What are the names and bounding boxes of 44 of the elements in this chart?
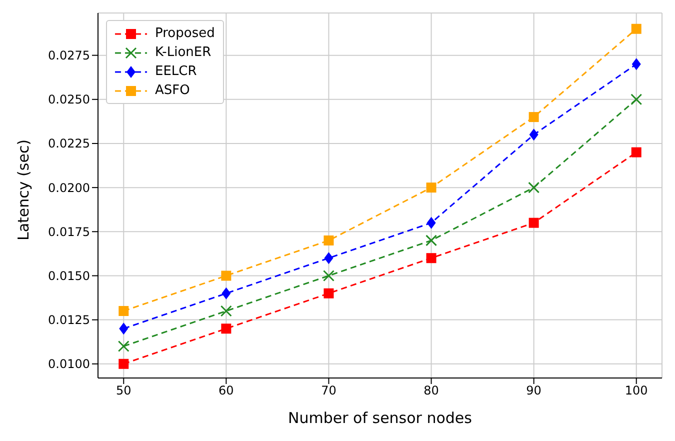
point bbox=[220, 305, 232, 317]
point bbox=[528, 182, 540, 194]
point bbox=[221, 324, 232, 334]
point bbox=[426, 182, 436, 193]
point bbox=[426, 234, 438, 246]
legend-label: K-LionER bbox=[155, 45, 212, 60]
y-tick-label: 0.0175 bbox=[48, 224, 90, 239]
point bbox=[222, 287, 231, 300]
legend-label: EELCR bbox=[155, 64, 197, 79]
point bbox=[630, 94, 642, 106]
point bbox=[528, 112, 539, 122]
point bbox=[324, 252, 334, 264]
point bbox=[118, 306, 129, 316]
point bbox=[118, 358, 129, 369]
x-tick-label: 60 bbox=[218, 384, 234, 398]
point bbox=[426, 253, 436, 264]
y-tick-label: 0.0250 bbox=[48, 92, 90, 107]
y-tick-label: 0.0100 bbox=[48, 357, 90, 372]
y-tick-label: 0.0225 bbox=[48, 136, 90, 151]
x-tick-label: 90 bbox=[526, 384, 542, 398]
point bbox=[221, 270, 232, 281]
x-axis-title: Number of sensor nodes bbox=[288, 409, 472, 427]
point bbox=[529, 128, 538, 141]
x-tick-label: 100 bbox=[624, 384, 648, 398]
point bbox=[631, 24, 642, 34]
point bbox=[324, 288, 334, 298]
x-tick-label: 50 bbox=[116, 384, 132, 398]
point bbox=[324, 235, 334, 246]
y-axis-title: Latency (sec) bbox=[14, 139, 32, 240]
point bbox=[528, 218, 539, 228]
y-tick-label: 0.0125 bbox=[48, 313, 90, 328]
x-tick-label: 70 bbox=[321, 384, 336, 398]
legend-label: ASFO bbox=[155, 83, 190, 98]
x-tick-label: 80 bbox=[424, 384, 439, 398]
point bbox=[632, 58, 641, 70]
y-tick-label: 0.0150 bbox=[48, 268, 90, 283]
point bbox=[119, 322, 128, 335]
point bbox=[426, 216, 436, 229]
point bbox=[631, 147, 642, 158]
y-tick-label: 0.0200 bbox=[48, 180, 90, 195]
legend-label: Proposed bbox=[155, 26, 215, 41]
point bbox=[322, 270, 334, 282]
point bbox=[118, 340, 130, 352]
y-tick-label: 0.0275 bbox=[48, 48, 90, 63]
